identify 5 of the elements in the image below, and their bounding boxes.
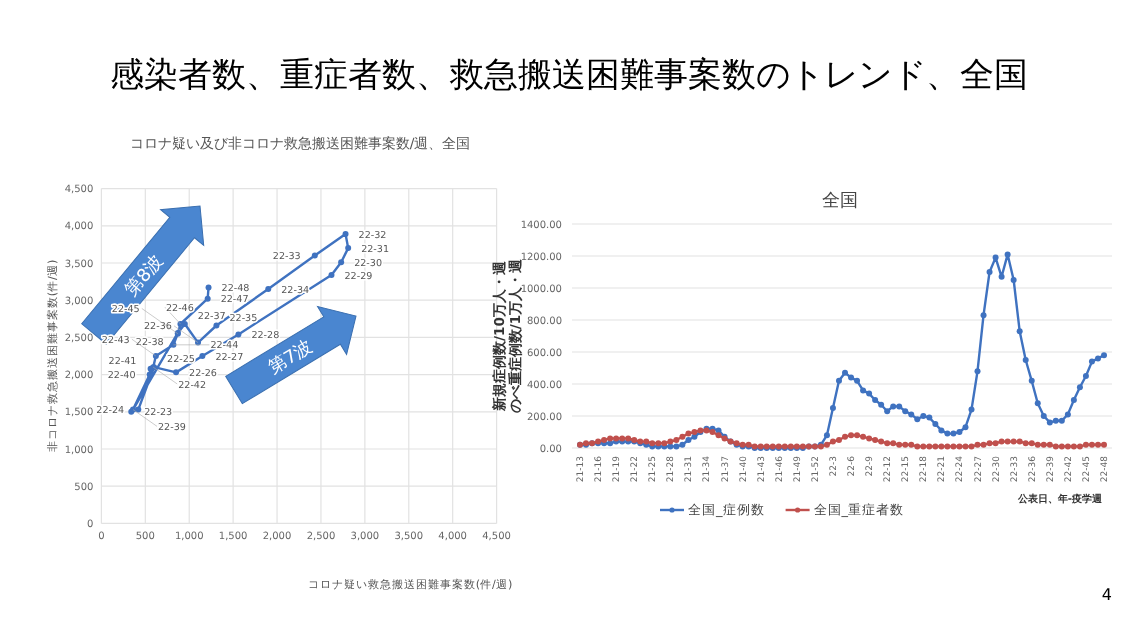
chart-title: 全国 bbox=[822, 190, 858, 212]
annotation: 第8波 bbox=[121, 250, 169, 302]
text: 4 bbox=[1101, 586, 1112, 604]
text: 感染者数、重症者数、救急搬送困難事案数のトレンド、全国 bbox=[110, 56, 1028, 96]
annotation: 第7波 bbox=[264, 336, 317, 380]
